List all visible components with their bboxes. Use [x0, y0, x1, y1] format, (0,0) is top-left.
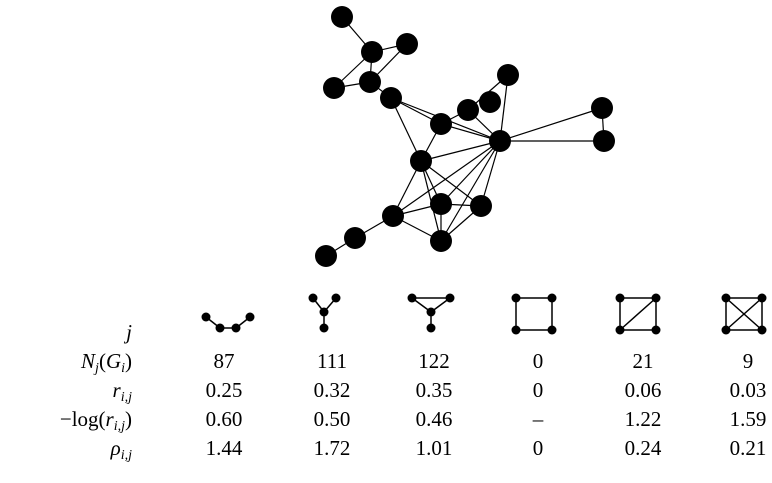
row-label-r: ri,j — [112, 378, 132, 405]
path-3-edges-motif — [201, 312, 255, 333]
cell-rho-1: 1.44 — [205, 436, 243, 460]
cell-rho-5: 0.24 — [624, 436, 662, 460]
cell-neglog-4: – — [532, 407, 544, 431]
graph-node — [470, 195, 492, 217]
cell-Nj-4: 0 — [532, 349, 544, 373]
network-graph — [315, 6, 615, 267]
graph-node — [359, 71, 381, 93]
cell-neglog-6: 1.59 — [729, 407, 767, 431]
graph-edge — [440, 140, 501, 205]
cell-r-4: 0 — [532, 378, 544, 402]
cell-r-3: 0.35 — [415, 378, 453, 402]
graph-node — [315, 245, 337, 267]
row-label-Nj: Nj(Gi) — [81, 349, 132, 376]
graph-node — [380, 87, 402, 109]
graph-edge — [480, 140, 501, 207]
graph-node — [593, 130, 615, 152]
graph-node — [410, 150, 432, 172]
graph-node — [430, 230, 452, 252]
paw-motif — [407, 293, 455, 333]
graph-node — [323, 77, 345, 99]
graph-edge — [420, 140, 501, 162]
graph-node — [382, 205, 404, 227]
graph-edge — [499, 74, 509, 142]
cell-Nj-3: 122 — [418, 349, 450, 373]
row-label-rho: ρi,j — [110, 436, 132, 463]
graph-edge — [392, 140, 501, 217]
complete-k4-motif — [721, 293, 767, 335]
cell-r-2: 0.32 — [313, 378, 351, 402]
graph-node — [457, 99, 479, 121]
graph-node — [331, 6, 353, 28]
cell-neglog-5: 1.22 — [624, 407, 662, 431]
cell-rho-6: 0.21 — [729, 436, 767, 460]
cell-neglog-1: 0.60 — [205, 407, 243, 431]
graph-edge — [440, 140, 501, 242]
graph-edge — [499, 107, 603, 142]
cell-rho-4: 0 — [532, 436, 544, 460]
diamond-motif — [615, 293, 661, 335]
cell-r-1: 0.25 — [205, 378, 243, 402]
row-label-j: j — [126, 320, 132, 344]
graph-node — [361, 41, 383, 63]
cell-neglog-3: 0.46 — [415, 407, 453, 431]
star-claw-motif — [308, 293, 341, 333]
graph-node — [497, 64, 519, 86]
row-label-neglog: −log(ri,j) — [59, 407, 132, 434]
graph-edge — [390, 97, 422, 162]
cell-Nj-5: 21 — [632, 349, 654, 373]
graph-node — [344, 227, 366, 249]
graph-node — [430, 193, 452, 215]
graph-node — [430, 113, 452, 135]
four-cycle-motif — [511, 293, 557, 335]
graph-node — [591, 97, 613, 119]
cell-Nj-6: 9 — [742, 349, 754, 373]
cell-Nj-1: 87 — [213, 349, 235, 373]
cell-rho-3: 1.01 — [415, 436, 453, 460]
graph-edge — [420, 160, 482, 207]
cell-r-5: 0.06 — [624, 378, 662, 402]
graph-node — [479, 91, 501, 113]
cell-neglog-2: 0.50 — [313, 407, 351, 431]
cell-r-6: 0.03 — [729, 378, 767, 402]
graph-node — [489, 130, 511, 152]
cell-Nj-2: 111 — [317, 349, 347, 373]
graph-node — [396, 33, 418, 55]
cell-rho-2: 1.72 — [313, 436, 351, 460]
